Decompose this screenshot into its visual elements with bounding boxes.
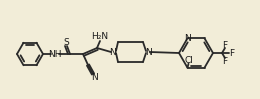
Text: Cl: Cl: [184, 56, 193, 65]
Text: S: S: [63, 38, 69, 47]
Text: H₂N: H₂N: [92, 31, 109, 40]
Text: F: F: [223, 57, 228, 66]
Text: N: N: [110, 48, 116, 57]
Text: F: F: [229, 49, 235, 58]
Text: N: N: [91, 73, 98, 82]
Text: NH: NH: [48, 50, 62, 59]
Text: N: N: [145, 48, 151, 57]
Text: F: F: [223, 40, 228, 50]
Text: N: N: [184, 34, 191, 43]
